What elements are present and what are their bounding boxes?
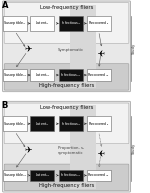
FancyBboxPatch shape — [4, 64, 129, 90]
Text: Infectious$_{hf}$: Infectious$_{hf}$ — [60, 172, 81, 179]
Bar — [59, 170, 83, 181]
Text: Latent$_{hf}$: Latent$_{hf}$ — [35, 172, 50, 179]
Text: Recovered$_{hf}$: Recovered$_{hf}$ — [87, 71, 110, 79]
Text: ✈: ✈ — [24, 46, 32, 55]
FancyBboxPatch shape — [4, 103, 129, 144]
FancyBboxPatch shape — [3, 1, 130, 92]
Text: Infectious$_{lf}$: Infectious$_{lf}$ — [61, 20, 81, 27]
Bar — [3, 69, 27, 81]
Bar — [59, 69, 83, 81]
Bar — [3, 170, 27, 181]
Text: Low-frequency fliers: Low-frequency fliers — [40, 105, 93, 110]
Bar — [30, 170, 54, 181]
Text: Proportion, s,
symptomatic: Proportion, s, symptomatic — [58, 146, 84, 155]
Bar — [3, 16, 27, 31]
Text: Study: Study — [132, 143, 136, 154]
Bar — [87, 16, 111, 31]
FancyBboxPatch shape — [70, 5, 96, 88]
Text: ✈: ✈ — [24, 146, 32, 155]
Text: Latent$_{hf}$: Latent$_{hf}$ — [35, 71, 50, 79]
Text: ✈: ✈ — [97, 46, 104, 55]
Text: Recovered$_{hf}$: Recovered$_{hf}$ — [87, 172, 110, 179]
Text: Susceptible$_{lf}$: Susceptible$_{lf}$ — [3, 120, 26, 128]
Bar — [87, 116, 111, 131]
Text: A: A — [2, 1, 8, 10]
Text: Susceptible$_{lf}$: Susceptible$_{lf}$ — [3, 19, 26, 27]
Text: Recovered$_{lf}$: Recovered$_{lf}$ — [88, 20, 110, 27]
Text: Recovered$_{lf}$: Recovered$_{lf}$ — [88, 120, 110, 128]
Text: Latent$_{lf}$: Latent$_{lf}$ — [35, 20, 50, 27]
Text: Low-frequency fliers: Low-frequency fliers — [40, 5, 93, 10]
FancyBboxPatch shape — [4, 164, 129, 190]
Text: Susceptible$_{hf}$: Susceptible$_{hf}$ — [3, 171, 27, 179]
Text: Symptomatic: Symptomatic — [58, 48, 84, 52]
Bar — [59, 16, 83, 31]
FancyBboxPatch shape — [3, 101, 130, 192]
FancyBboxPatch shape — [70, 105, 96, 189]
Bar — [3, 116, 27, 131]
Text: ✈: ✈ — [97, 146, 104, 155]
Text: Infectious$_{lf}$: Infectious$_{lf}$ — [61, 120, 81, 128]
Bar — [87, 170, 111, 181]
Text: Infectious$_{hf}$: Infectious$_{hf}$ — [60, 71, 81, 79]
Text: High-frequency fliers: High-frequency fliers — [39, 83, 94, 88]
Bar — [30, 16, 54, 31]
Text: Latent$_{lf}$: Latent$_{lf}$ — [35, 120, 50, 128]
Text: Susceptible$_{hf}$: Susceptible$_{hf}$ — [3, 71, 27, 79]
Text: High-frequency fliers: High-frequency fliers — [39, 183, 94, 188]
Text: B: B — [2, 101, 8, 110]
Bar — [87, 69, 111, 81]
Bar — [30, 69, 54, 81]
Bar — [59, 116, 83, 131]
FancyBboxPatch shape — [4, 3, 129, 43]
Bar — [30, 116, 54, 131]
Text: Study: Study — [132, 43, 136, 54]
